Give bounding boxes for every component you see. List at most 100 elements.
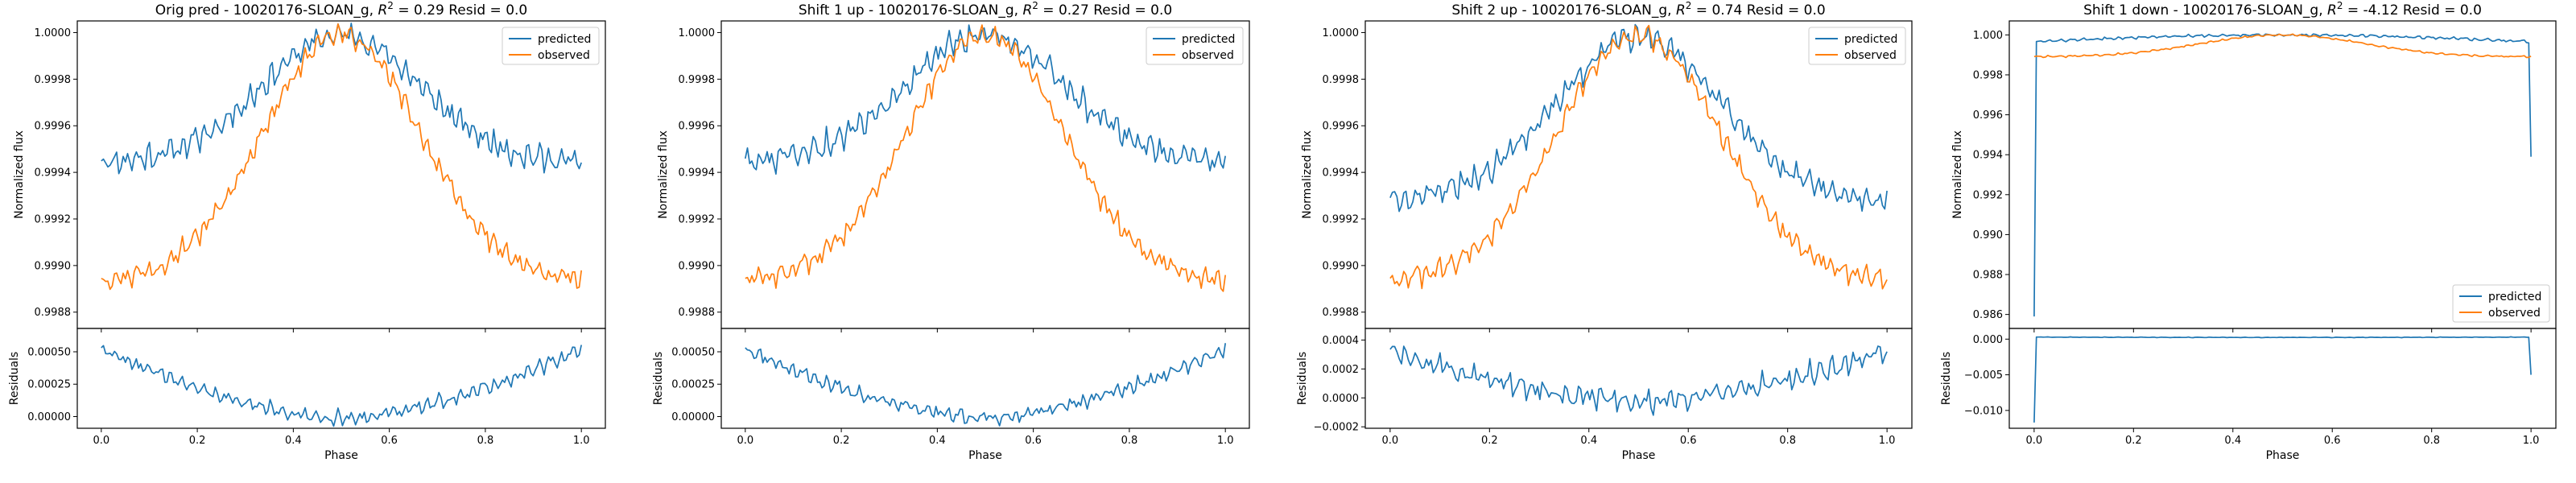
residuals-ytick-label: −0.005: [1964, 369, 2003, 382]
residuals-axis-label: Residuals: [1296, 352, 1309, 405]
legend-label-predicted: predicted: [538, 33, 591, 46]
legend: predicted observed: [1808, 27, 1906, 65]
legend-label-predicted: predicted: [1844, 33, 1897, 46]
legend-label-observed: observed: [538, 49, 590, 62]
series-line-observed: [1389, 24, 1888, 290]
residuals-axes-frame: [1364, 328, 1913, 429]
flux-ytick-label: 0.996: [1973, 109, 2003, 122]
xtick-label: 0.6: [2324, 435, 2341, 447]
residuals-axis-label: Residuals: [1940, 352, 1953, 405]
chart-title-prefix: Shift 2 up - 10020176-SLOAN_g,: [1451, 2, 1676, 19]
residuals-ytick-label: 0.00050: [671, 346, 715, 358]
flux-ytick-label: 0.990: [1973, 229, 2003, 242]
xtick-label: 0.8: [2423, 435, 2440, 447]
xtick-label: 0.4: [2224, 435, 2241, 447]
xtick-label: 0.2: [833, 435, 850, 447]
flux-ytick-label: 1.0000: [679, 27, 716, 39]
chart-title: Orig pred - 10020176-SLOAN_g, R2 = 0.29 …: [155, 0, 527, 19]
chart-panel-4: Shift 1 down - 10020176-SLOAN_g, R2 = -4…: [1940, 0, 2557, 462]
xtick-label: 0.2: [2125, 435, 2142, 447]
flux-ytick-label: 0.988: [1973, 270, 2003, 282]
residuals-line: [1389, 345, 1888, 416]
x-axis-label: Phase: [324, 449, 358, 462]
residuals-ytick-label: 0.0004: [1323, 335, 1360, 347]
chart-title: Shift 1 down - 10020176-SLOAN_g, R2 = -4…: [2083, 0, 2482, 19]
chart-title-prefix: Orig pred - 10020176-SLOAN_g,: [155, 2, 378, 19]
flux-ytick-label: 0.9998: [35, 74, 72, 86]
residuals-ytick-label: −0.0002: [1314, 422, 1359, 434]
legend-label-predicted: predicted: [1182, 33, 1235, 46]
xtick-label: 0.6: [1680, 435, 1697, 447]
flux-ytick-label: 0.9988: [679, 307, 716, 319]
flux-ytick-label: 0.9998: [1323, 74, 1360, 86]
flux-ytick-label: 0.9990: [1323, 260, 1360, 272]
xtick-label: 0.6: [381, 435, 398, 447]
flux-ytick-label: 0.9990: [679, 260, 716, 272]
chart-title-r2: 0.74: [1711, 2, 1742, 19]
xtick-label: 0.0: [737, 435, 753, 447]
series-line-observed: [101, 23, 583, 291]
flux-axes-frame: [1364, 20, 1913, 329]
chart-title-prefix: Shift 1 up - 10020176-SLOAN_g,: [799, 2, 1023, 19]
chart-title: Shift 1 up - 10020176-SLOAN_g, R2 = 0.27…: [799, 0, 1172, 19]
legend: predicted observed: [502, 27, 600, 65]
residuals-axes-frame: [76, 328, 606, 429]
chart-title-r2: 0.29: [414, 2, 444, 19]
xtick-label: 1.0: [2523, 435, 2540, 447]
x-axis-label: Phase: [2266, 449, 2300, 462]
residuals-ytick-label: 0.000: [1973, 334, 2003, 346]
xtick-label: 0.0: [1382, 435, 1399, 447]
x-axis-label: Phase: [968, 449, 1002, 462]
legend-label-observed: observed: [1182, 49, 1234, 62]
chart-title: Shift 2 up - 10020176-SLOAN_g, R2 = 0.74…: [1451, 0, 1825, 19]
chart-panel-3: Shift 2 up - 10020176-SLOAN_g, R2 = 0.74…: [1296, 0, 1913, 462]
chart-title-prefix: Shift 1 down - 10020176-SLOAN_g,: [2083, 2, 2327, 19]
residuals-ytick-label: 0.00000: [27, 411, 71, 423]
flux-ytick-label: 0.9992: [679, 213, 716, 225]
xtick-label: 0.2: [189, 435, 206, 447]
flux-axes-frame: [76, 20, 606, 329]
legend: predicted observed: [1146, 27, 1244, 65]
flux-ytick-label: 0.9988: [1323, 307, 1360, 319]
flux-axes-frame: [720, 20, 1250, 329]
flux-ytick-label: 0.994: [1973, 150, 2003, 162]
residuals-axes-frame: [2008, 328, 2557, 429]
residuals-ytick-label: −0.010: [1964, 405, 2003, 417]
residuals-ytick-label: 0.00000: [671, 411, 715, 423]
flux-ytick-label: 0.986: [1973, 309, 2003, 321]
residuals-ytick-label: 0.00025: [27, 379, 71, 391]
chart-title-suffix: Resid = 0.0: [1089, 2, 1172, 19]
xtick-label: 0.4: [1580, 435, 1597, 447]
flux-ytick-label: 1.0000: [1323, 27, 1360, 39]
flux-ytick-label: 0.9992: [1323, 213, 1360, 225]
residuals-line: [101, 345, 583, 427]
chart-panel-2: Shift 1 up - 10020176-SLOAN_g, R2 = 0.27…: [652, 0, 1250, 462]
flux-ytick-label: 0.9996: [1323, 121, 1360, 133]
chart-title-r2: 0.27: [1059, 2, 1089, 19]
flux-ytick-label: 0.9996: [35, 121, 72, 133]
residuals-axis-label: Residuals: [652, 352, 665, 405]
flux-ytick-label: 0.9994: [1323, 167, 1360, 180]
xtick-label: 0.8: [1121, 435, 1138, 447]
xtick-label: 0.2: [1481, 435, 1498, 447]
flux-ytick-label: 0.9990: [35, 260, 72, 272]
legend-label-observed: observed: [1844, 49, 1897, 62]
flux-axis-label: Normalized flux: [657, 130, 670, 219]
flux-axis-label: Normalized flux: [1301, 130, 1314, 219]
flux-ytick-label: 1.0000: [35, 27, 72, 39]
series-line-predicted: [2033, 33, 2532, 317]
xtick-label: 0.4: [929, 435, 946, 447]
residuals-ytick-label: 0.00050: [27, 346, 71, 358]
xtick-label: 1.0: [1879, 435, 1896, 447]
flux-axis-label: Normalized flux: [13, 130, 26, 219]
residuals-ytick-label: 0.0002: [1323, 364, 1360, 376]
legend-label-predicted: predicted: [2488, 291, 2541, 303]
xtick-label: 0.6: [1025, 435, 1042, 447]
series-line-predicted: [744, 24, 1227, 175]
xtick-label: 1.0: [1217, 435, 1234, 447]
residuals-ytick-label: 0.0000: [1323, 393, 1360, 405]
legend: predicted observed: [2452, 284, 2550, 323]
flux-ytick-label: 0.9994: [679, 167, 716, 180]
legend-label-observed: observed: [2488, 307, 2541, 320]
